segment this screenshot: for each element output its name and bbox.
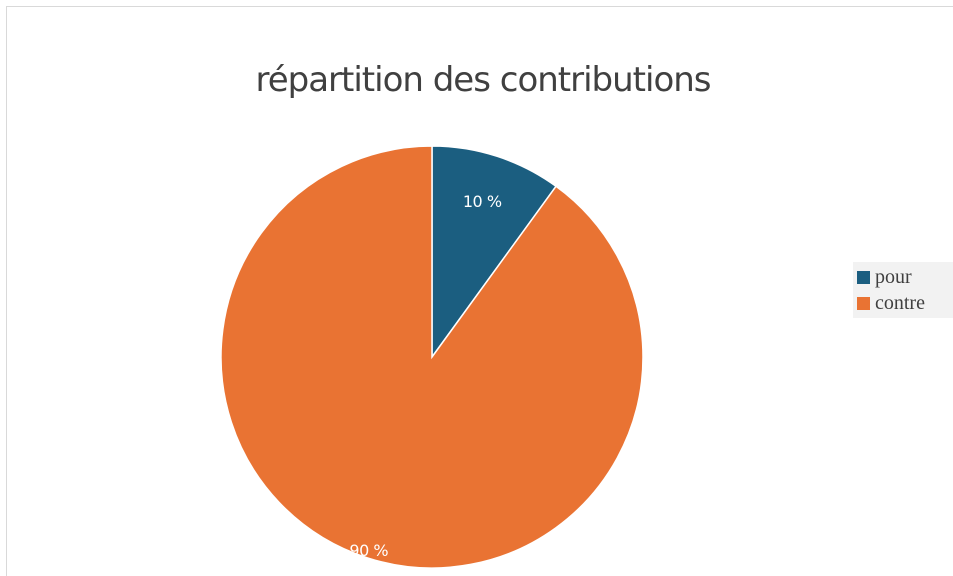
legend-label-pour: pour xyxy=(875,265,912,288)
pie-slice-contre xyxy=(220,145,644,569)
legend-swatch-contre xyxy=(857,296,870,310)
legend-swatch-pour xyxy=(857,270,870,284)
pie-slice-pour xyxy=(431,145,558,360)
legend: pour contre xyxy=(853,262,953,318)
data-label-contre: 90 % xyxy=(349,541,388,560)
data-label-pour: 10 % xyxy=(463,192,502,211)
legend-label-contre: contre xyxy=(875,291,925,314)
legend-item-pour: pour xyxy=(857,264,949,290)
chart-title: répartition des contributions xyxy=(255,60,711,100)
legend-item-contre: contre xyxy=(857,290,949,316)
